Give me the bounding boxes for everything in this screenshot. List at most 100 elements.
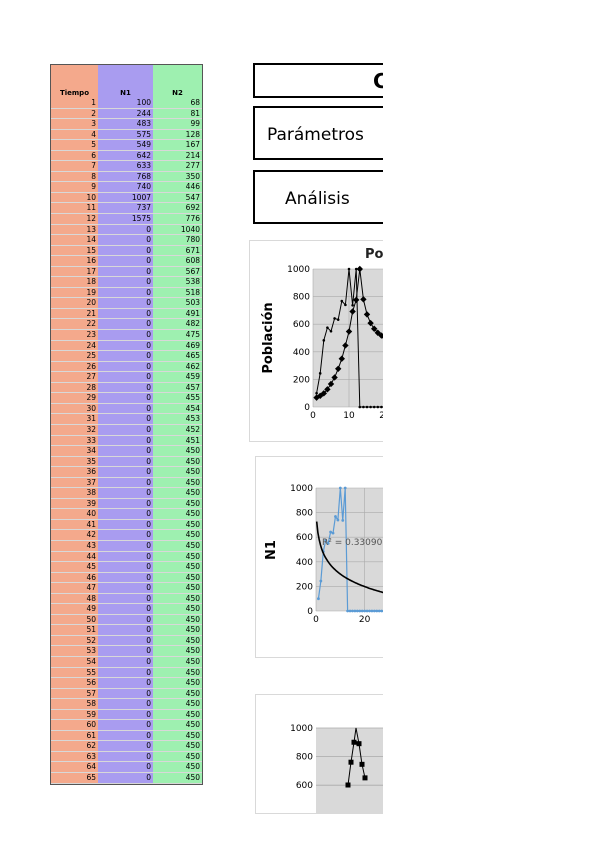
cell-n2[interactable]: 692 bbox=[153, 203, 202, 214]
cell-n2[interactable]: 450 bbox=[153, 572, 202, 583]
cell-n1[interactable]: 0 bbox=[98, 403, 153, 414]
cell-n1[interactable]: 0 bbox=[98, 773, 153, 783]
cell-n2[interactable]: 450 bbox=[153, 741, 202, 751]
cell-tiempo[interactable]: 34 bbox=[51, 446, 98, 456]
cell-n2[interactable]: 99 bbox=[153, 119, 202, 129]
cell-n2[interactable]: 450 bbox=[153, 446, 202, 456]
cell-n2[interactable]: 567 bbox=[153, 266, 202, 277]
cell-tiempo[interactable]: 46 bbox=[51, 572, 98, 583]
chart-panel-third[interactable]: 600 800 1000 bbox=[255, 694, 383, 814]
cell-tiempo[interactable]: 18 bbox=[51, 277, 98, 287]
cell-n2[interactable]: 450 bbox=[153, 509, 202, 519]
cell-n2[interactable]: 518 bbox=[153, 287, 202, 298]
cell-n1[interactable]: 0 bbox=[98, 340, 153, 351]
cell-n1[interactable]: 0 bbox=[98, 477, 153, 488]
cell-tiempo[interactable]: 35 bbox=[51, 456, 98, 467]
cell-n2[interactable]: 503 bbox=[153, 298, 202, 308]
cell-tiempo[interactable]: 4 bbox=[51, 129, 98, 140]
cell-tiempo[interactable]: 54 bbox=[51, 656, 98, 667]
cell-tiempo[interactable]: 58 bbox=[51, 699, 98, 709]
cell-n2[interactable]: 450 bbox=[153, 773, 202, 783]
chart-panel-n1[interactable]: N1 0 200 400 600 800 1000 0 20 R² = 0.33090 bbox=[255, 456, 383, 658]
cell-tiempo[interactable]: 62 bbox=[51, 741, 98, 751]
cell-n2[interactable]: 450 bbox=[153, 530, 202, 540]
cell-tiempo[interactable]: 64 bbox=[51, 762, 98, 772]
cell-tiempo[interactable]: 22 bbox=[51, 319, 98, 330]
cell-n2[interactable]: 446 bbox=[153, 182, 202, 192]
cell-tiempo[interactable]: 59 bbox=[51, 709, 98, 720]
cell-tiempo[interactable]: 6 bbox=[51, 150, 98, 161]
cell-n1[interactable]: 0 bbox=[98, 667, 153, 678]
cell-n1[interactable]: 0 bbox=[98, 625, 153, 635]
cell-n1[interactable]: 0 bbox=[98, 593, 153, 604]
cell-n2[interactable]: 450 bbox=[153, 751, 202, 762]
col-header-n1[interactable]: N1 bbox=[98, 65, 153, 98]
cell-n1[interactable]: 0 bbox=[98, 730, 153, 741]
cell-n1[interactable]: 740 bbox=[98, 182, 153, 192]
cell-tiempo[interactable]: 23 bbox=[51, 330, 98, 340]
cell-n2[interactable]: 68 bbox=[153, 98, 202, 108]
cell-n2[interactable]: 128 bbox=[153, 129, 202, 140]
cell-tiempo[interactable]: 63 bbox=[51, 751, 98, 762]
cell-n2[interactable]: 453 bbox=[153, 414, 202, 424]
cell-n1[interactable]: 0 bbox=[98, 519, 153, 530]
col-header-tiempo[interactable]: Tiempo bbox=[51, 65, 98, 98]
cell-tiempo[interactable]: 60 bbox=[51, 720, 98, 730]
cell-n1[interactable]: 0 bbox=[98, 583, 153, 593]
cell-n1[interactable]: 0 bbox=[98, 614, 153, 625]
cell-n2[interactable]: 450 bbox=[153, 456, 202, 467]
cell-tiempo[interactable]: 65 bbox=[51, 773, 98, 783]
cell-n1[interactable]: 1575 bbox=[98, 214, 153, 224]
chart-panel-poblacion[interactable]: Po Población 0 200 400 600 800 1000 0 10 20 bbox=[249, 240, 383, 442]
cell-n2[interactable]: 482 bbox=[153, 319, 202, 330]
cell-n1[interactable]: 0 bbox=[98, 699, 153, 709]
cell-n1[interactable]: 0 bbox=[98, 330, 153, 340]
cell-tiempo[interactable]: 14 bbox=[51, 235, 98, 245]
cell-n1[interactable]: 483 bbox=[98, 119, 153, 129]
cell-n1[interactable]: 0 bbox=[98, 646, 153, 656]
cell-n2[interactable]: 450 bbox=[153, 540, 202, 551]
cell-n1[interactable]: 0 bbox=[98, 635, 153, 646]
cell-n1[interactable]: 0 bbox=[98, 382, 153, 393]
cell-tiempo[interactable]: 20 bbox=[51, 298, 98, 308]
cell-n1[interactable]: 0 bbox=[98, 488, 153, 498]
cell-tiempo[interactable]: 41 bbox=[51, 519, 98, 530]
cell-tiempo[interactable]: 36 bbox=[51, 467, 98, 477]
cell-n1[interactable]: 0 bbox=[98, 741, 153, 751]
cell-n2[interactable]: 450 bbox=[153, 656, 202, 667]
cell-n2[interactable]: 450 bbox=[153, 635, 202, 646]
cell-n1[interactable]: 0 bbox=[98, 361, 153, 372]
cell-n1[interactable]: 0 bbox=[98, 604, 153, 614]
cell-n1[interactable]: 0 bbox=[98, 319, 153, 330]
cell-n2[interactable]: 450 bbox=[153, 667, 202, 678]
cell-tiempo[interactable]: 15 bbox=[51, 245, 98, 256]
cell-n1[interactable]: 0 bbox=[98, 562, 153, 572]
cell-n1[interactable]: 0 bbox=[98, 709, 153, 720]
cell-n2[interactable]: 776 bbox=[153, 214, 202, 224]
cell-n1[interactable]: 0 bbox=[98, 540, 153, 551]
cell-tiempo[interactable]: 12 bbox=[51, 214, 98, 224]
cell-tiempo[interactable]: 1 bbox=[51, 98, 98, 108]
cell-n1[interactable]: 642 bbox=[98, 150, 153, 161]
cell-n1[interactable]: 0 bbox=[98, 424, 153, 435]
cell-n1[interactable]: 0 bbox=[98, 266, 153, 277]
cell-n2[interactable]: 462 bbox=[153, 361, 202, 372]
cell-tiempo[interactable]: 25 bbox=[51, 351, 98, 361]
cell-n2[interactable]: 450 bbox=[153, 551, 202, 562]
cell-n1[interactable]: 0 bbox=[98, 435, 153, 446]
cell-n1[interactable]: 0 bbox=[98, 414, 153, 424]
cell-tiempo[interactable]: 27 bbox=[51, 372, 98, 382]
cell-n2[interactable]: 491 bbox=[153, 308, 202, 319]
cell-n2[interactable]: 459 bbox=[153, 372, 202, 382]
cell-n1[interactable]: 100 bbox=[98, 98, 153, 108]
cell-tiempo[interactable]: 13 bbox=[51, 224, 98, 235]
cell-tiempo[interactable]: 31 bbox=[51, 414, 98, 424]
cell-n1[interactable]: 549 bbox=[98, 140, 153, 150]
cell-n2[interactable]: 452 bbox=[153, 424, 202, 435]
cell-n2[interactable]: 450 bbox=[153, 709, 202, 720]
cell-n1[interactable]: 0 bbox=[98, 678, 153, 688]
cell-tiempo[interactable]: 26 bbox=[51, 361, 98, 372]
cell-n2[interactable]: 450 bbox=[153, 646, 202, 656]
cell-tiempo[interactable]: 33 bbox=[51, 435, 98, 446]
cell-tiempo[interactable]: 30 bbox=[51, 403, 98, 414]
